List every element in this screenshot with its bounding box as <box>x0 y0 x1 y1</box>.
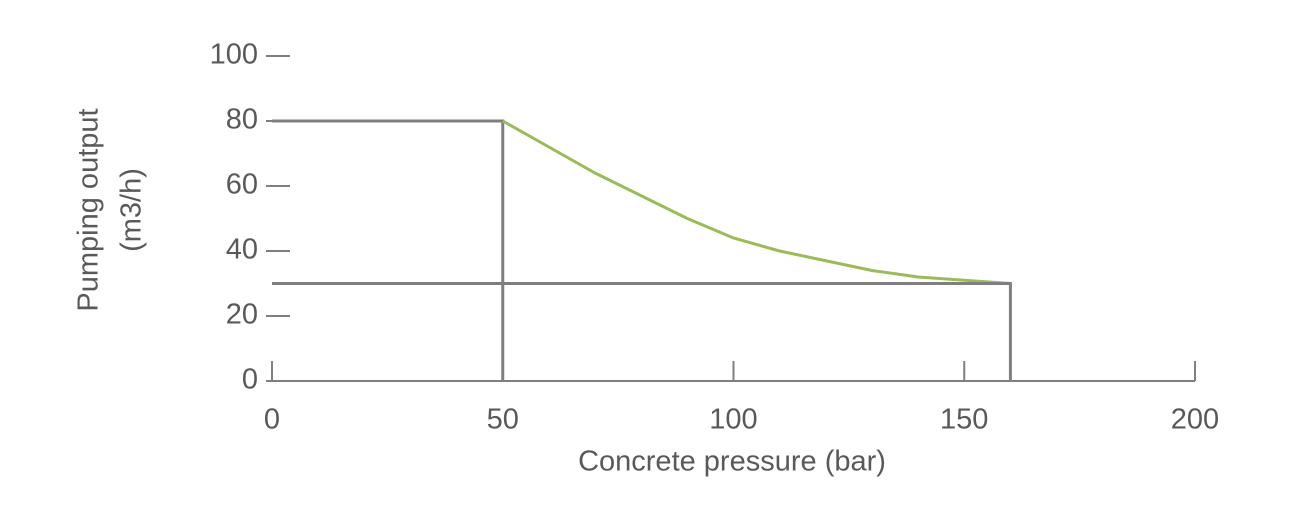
line <box>502 119 1011 285</box>
y-tick-label: 40 <box>226 234 258 266</box>
x-tick-label: 200 <box>1171 404 1219 436</box>
y-axis-label: Pumping output <box>73 108 105 311</box>
line <box>272 282 1012 381</box>
x-tick-label: 0 <box>264 404 280 436</box>
y-tick-label: 0 <box>242 364 258 396</box>
x-tick-label: 100 <box>709 404 757 436</box>
x-tick-label: 150 <box>940 404 988 436</box>
x-tick-label: 50 <box>487 404 519 436</box>
y-tick-label: 100 <box>210 39 258 71</box>
line <box>272 119 505 381</box>
y-axis-label: (m3/h) <box>116 168 148 252</box>
y-tick-label: 20 <box>226 299 258 331</box>
x-axis-label: Concrete pressure (bar) <box>578 446 886 478</box>
y-tick-label: 80 <box>226 104 258 136</box>
y-tick-label: 60 <box>226 169 258 201</box>
